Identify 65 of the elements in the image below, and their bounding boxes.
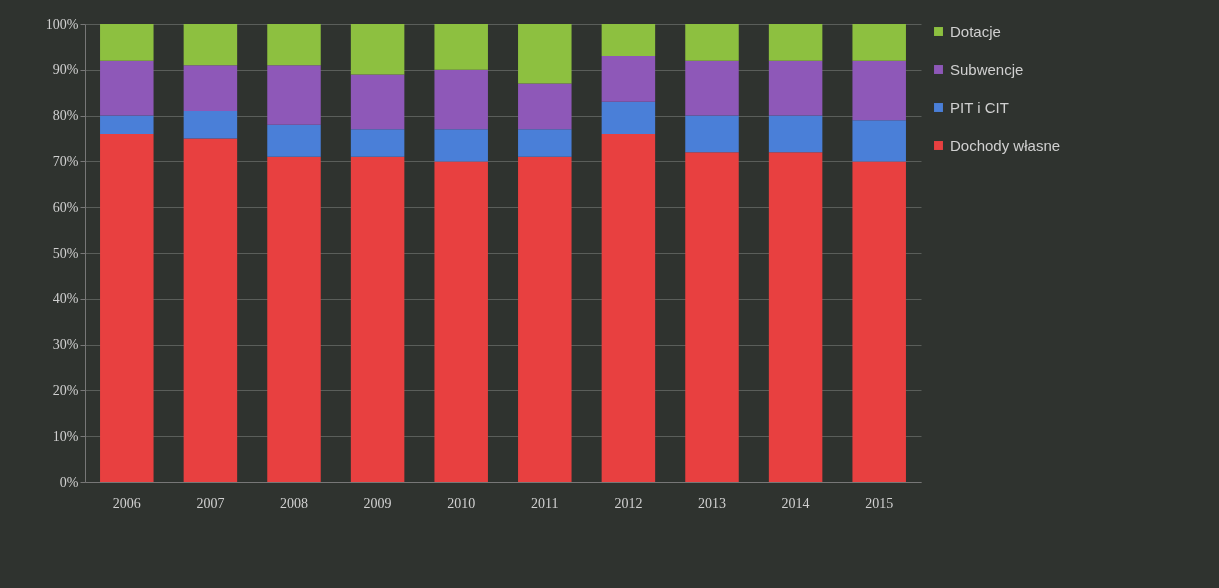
bar [768, 60, 823, 116]
bar [852, 120, 906, 162]
bar [267, 65, 321, 125]
bar [601, 101, 656, 134]
bar [267, 124, 321, 157]
bar [434, 24, 488, 70]
bar [768, 152, 823, 482]
bar [434, 129, 488, 162]
legend-label: Subwencje [950, 60, 1024, 78]
x-tick-label: 2014 [781, 495, 810, 511]
bar [183, 111, 238, 139]
legend-label: Dotacje [950, 22, 1001, 40]
x-tick-label: 2013 [698, 495, 726, 511]
bar [434, 69, 488, 130]
bar [100, 60, 154, 116]
bar [518, 156, 572, 482]
bar [601, 24, 656, 57]
bar [183, 65, 238, 112]
bar [601, 133, 656, 482]
bar [852, 60, 906, 121]
y-tick-label: 70% [52, 153, 79, 169]
y-tick-label: 100% [45, 16, 79, 32]
bar [100, 24, 154, 61]
bar [183, 24, 238, 66]
y-tick-label: 60% [52, 199, 79, 215]
y-tick-label: 20% [52, 382, 79, 398]
y-tick-label: 30% [52, 337, 79, 353]
bar [350, 74, 405, 130]
y-tick-label: 80% [52, 108, 79, 124]
bar [183, 138, 238, 482]
x-tick-label: 2015 [865, 495, 894, 511]
x-tick-label: 2010 [447, 495, 476, 511]
x-tick-label: 2007 [196, 495, 225, 511]
bar [601, 56, 656, 102]
bar [768, 24, 823, 61]
bar [100, 133, 154, 482]
bar [518, 129, 572, 157]
bar [518, 83, 572, 130]
bar [267, 24, 321, 66]
bar [685, 152, 739, 482]
y-tick-label: 50% [52, 245, 79, 261]
x-tick-label: 2012 [614, 495, 643, 511]
x-tick-label: 2011 [531, 495, 559, 511]
y-tick-label: 0% [59, 474, 79, 490]
legend-label: PIT i CIT [950, 98, 1009, 116]
y-tick-label: 40% [52, 291, 79, 307]
bar [852, 24, 906, 61]
bar [518, 24, 572, 84]
bar [685, 115, 739, 153]
bar [434, 161, 488, 482]
bar [100, 115, 154, 134]
bar [852, 161, 906, 482]
x-tick-label: 2008 [280, 495, 308, 511]
x-tick-label: 2006 [112, 495, 141, 511]
y-tick-label: 90% [52, 62, 79, 78]
bar [267, 156, 321, 482]
bar [685, 60, 739, 116]
bar [350, 24, 405, 75]
bar [685, 24, 739, 61]
legend-label: Dochody własne [950, 136, 1061, 154]
y-tick-label: 10% [52, 428, 79, 444]
x-tick-label: 2009 [363, 495, 392, 511]
bar [350, 129, 405, 157]
bar [768, 115, 823, 153]
bar [350, 156, 405, 482]
